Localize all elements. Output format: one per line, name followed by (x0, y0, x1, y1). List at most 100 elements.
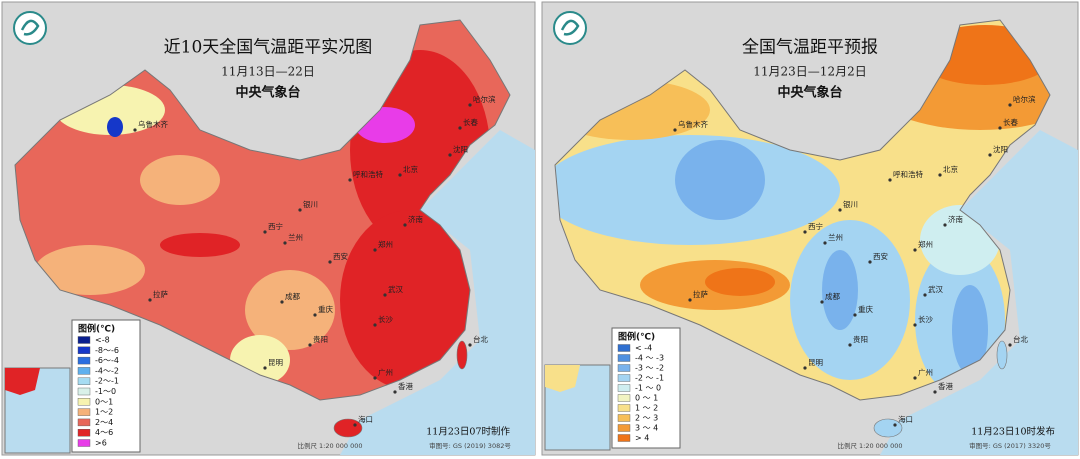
sea (880, 130, 1078, 455)
inset-land (545, 365, 580, 392)
legend-label: 2 ～ 3 (635, 414, 658, 423)
legend-label: <-8 (95, 336, 110, 345)
agency: 中央气象台 (777, 85, 842, 101)
city-label: 长春 (1003, 117, 1018, 127)
city-label: 呼和浩特 (353, 169, 383, 179)
city-marker (938, 173, 942, 177)
border (14, 19, 511, 401)
city-label: 昆明 (268, 358, 283, 367)
city-label: 哈尔滨 (473, 94, 496, 104)
city-marker (148, 298, 152, 302)
city-marker (1008, 103, 1012, 107)
legend-label: 4～6 (95, 428, 113, 437)
legend-swatch (617, 384, 631, 392)
island (456, 340, 468, 370)
city-label: 香港 (398, 381, 413, 391)
city-marker (348, 178, 352, 182)
legend-swatch (77, 418, 91, 427)
city-label: 北京 (403, 164, 418, 174)
city-marker (868, 260, 872, 264)
map-title: 全国气温距平预报 (742, 38, 878, 58)
city-marker (393, 390, 397, 394)
city-label: 兰州 (828, 232, 843, 242)
city-marker (383, 293, 387, 297)
legend-swatch (617, 344, 631, 352)
city-marker (263, 230, 267, 234)
city-label: 成都 (285, 291, 300, 301)
city-marker (283, 241, 287, 245)
city-marker (988, 153, 992, 157)
legend-swatch (617, 404, 631, 412)
city-marker (448, 153, 452, 157)
city-label: 重庆 (858, 304, 873, 314)
city-label: 海口 (898, 414, 913, 424)
legend-swatch (77, 408, 91, 416)
city-marker (688, 298, 692, 302)
legend-label: -2～-1 (95, 377, 119, 386)
legend-label: -1 ～ 0 (635, 384, 661, 393)
city-label: 长春 (463, 117, 478, 127)
city-marker (913, 376, 917, 380)
legend-label: 3 ～ 4 (635, 424, 658, 433)
city-label: 长沙 (918, 314, 933, 324)
city-label: 昆明 (808, 358, 823, 367)
city-label: 兰州 (288, 232, 303, 242)
logo-mark (20, 19, 40, 36)
city-label: 哈尔滨 (1013, 94, 1036, 104)
legend-label: > 4 (635, 434, 649, 443)
city-marker (280, 300, 284, 304)
island (996, 340, 1008, 370)
logo (13, 11, 47, 45)
legend-label: 0～1 (95, 397, 113, 406)
city-label: 拉萨 (693, 289, 708, 299)
city-marker (373, 248, 377, 252)
city-label: 海口 (358, 414, 373, 424)
city-marker (848, 343, 852, 347)
legend-label: -1～0 (95, 387, 116, 396)
scale: 比例尺 1:20 000 000 (297, 441, 362, 450)
legend-label: -4～-2 (95, 366, 119, 375)
legend-label: 1～2 (95, 408, 113, 417)
city-label: 拉萨 (153, 289, 168, 299)
city-marker (673, 128, 677, 132)
city-marker (403, 223, 407, 227)
city-label: 西安 (873, 251, 888, 261)
legend-label: < -4 (635, 344, 652, 353)
city-marker (458, 126, 462, 130)
approval: 审图号: GS (2017) 3320号 (969, 441, 1051, 450)
border (554, 19, 1051, 401)
city-marker (913, 323, 917, 327)
city-label: 银川 (843, 200, 858, 209)
legend-swatch (617, 374, 631, 382)
legend-swatch (77, 346, 91, 354)
city-marker (913, 248, 917, 252)
city-label: 台北 (1013, 334, 1029, 344)
city-label: 贵阳 (313, 334, 328, 344)
city-marker (313, 313, 317, 317)
city-marker (803, 366, 807, 370)
city-label: 西宁 (808, 221, 823, 231)
legend-label: >6 (95, 439, 107, 448)
legend-swatch (617, 434, 631, 442)
scale: 比例尺 1:20 000 000 (837, 441, 902, 450)
legend-label: -4 ～ -3 (635, 354, 664, 363)
legend-swatch (77, 377, 91, 385)
city-marker (263, 366, 267, 370)
legend-swatch (617, 354, 631, 362)
city-label: 乌鲁木齐 (678, 119, 708, 129)
city-label: 郑州 (918, 239, 933, 249)
legend-swatch (617, 364, 631, 372)
legend-label: 2～4 (95, 418, 113, 427)
legend-label: -6～-4 (95, 356, 119, 365)
legend-swatch (77, 398, 91, 406)
city-label: 银川 (303, 200, 318, 209)
inset-land (5, 368, 40, 395)
city-marker (308, 343, 312, 347)
city-label: 成都 (825, 291, 840, 301)
city-label: 西安 (333, 251, 348, 261)
legend-label: 0 ～ 1 (635, 394, 658, 403)
city-marker (468, 343, 472, 347)
